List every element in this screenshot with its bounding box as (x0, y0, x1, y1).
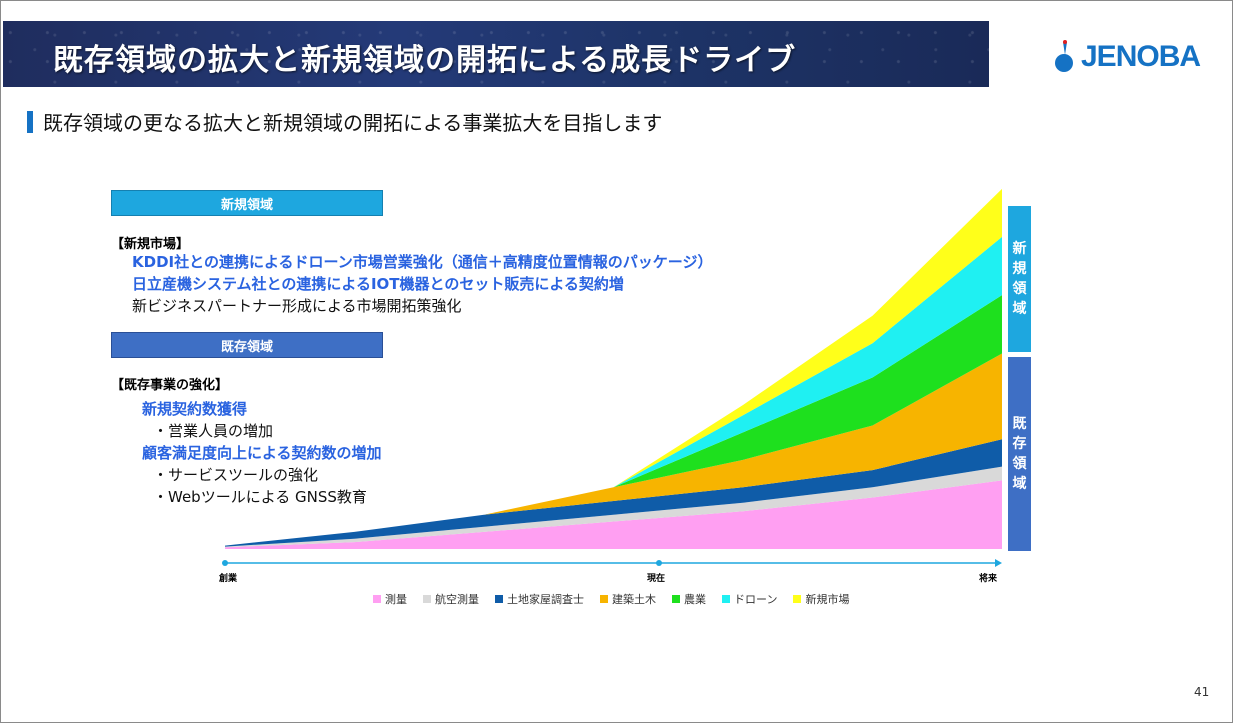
new-area-line: 日立産機システム社との連携によるIOT機器とのセット販売による契約増 (132, 275, 624, 293)
subtitle-text: 既存領域の更なる拡大と新規領域の開拓による事業拡大を目指します (43, 111, 663, 135)
legend-swatch (793, 595, 802, 603)
legend-item: 土地家屋調査士 (495, 591, 584, 607)
legend-swatch (373, 595, 381, 603)
axis-point-now (656, 560, 662, 566)
existing-area-line: 新規契約数獲得 (142, 400, 248, 418)
legend-item: 新規市場 (793, 591, 849, 607)
side-label-char: 規 (1012, 261, 1027, 277)
x-axis-arrow-icon (995, 559, 1002, 567)
logo-text: JENOBA (1081, 40, 1201, 73)
legend-label: 土地家屋調査士 (507, 593, 584, 606)
side-label-char: 域 (1012, 476, 1027, 492)
new-market-bracket: 【新規市場】 (111, 237, 190, 252)
legend-label: 建築土木 (612, 593, 656, 606)
legend-swatch (423, 595, 431, 603)
axis-point-start (222, 560, 228, 566)
side-label-existing: 既 存 領 域 (1008, 357, 1031, 551)
existing-area-line: 顧客満足度向上による契約数の増加 (142, 444, 382, 462)
subtitle: 既存領域の更なる拡大と新規領域の開拓による事業拡大を目指します (27, 107, 662, 136)
side-label-char: 新 (1012, 241, 1027, 257)
side-label-char: 領 (1012, 281, 1027, 297)
legend-swatch (495, 595, 503, 603)
existing-business-bracket: 【既存事業の強化】 (111, 378, 229, 393)
legend-label: 新規市場 (805, 593, 850, 606)
legend-swatch (722, 595, 730, 603)
axis-label-start: 創業 (218, 572, 238, 584)
legend-item: 農業 (672, 591, 706, 607)
existing-area-line: ・営業人員の増加 (153, 422, 274, 440)
page-title: 既存領域の拡大と新規領域の開拓による成長ドライブ (53, 43, 797, 78)
axis-label-future: 将来 (979, 572, 998, 584)
legend-label: 農業 (684, 593, 706, 606)
new-area-header: 新規領域 (111, 190, 383, 216)
side-label-char: 領 (1012, 456, 1027, 472)
area-series-0 (225, 480, 1002, 549)
side-label-new: 新 規 領 域 (1008, 206, 1031, 352)
new-area-line: 新ビジネスパートナー形成による市場開拓策強化 (132, 297, 462, 315)
legend-label: 測量 (385, 593, 407, 606)
existing-area-line: ・サービスツールの強化 (153, 466, 319, 484)
legend-item: ドローン (722, 591, 777, 607)
new-area-line: KDDI社との連携によるドローン市場営業強化（通信＋高精度位置情報のパッケージ） (132, 253, 713, 271)
legend-label: ドローン (734, 593, 778, 606)
legend-label: 航空測量 (435, 593, 479, 606)
legend-item: 航空測量 (423, 591, 479, 607)
legend-item: 測量 (373, 591, 407, 607)
axis-label-now: 現在 (647, 572, 665, 584)
side-label-char: 存 (1012, 436, 1027, 452)
side-label-char: 域 (1012, 301, 1027, 317)
area-series-3 (225, 353, 1002, 546)
existing-area-header: 既存領域 (111, 332, 383, 358)
side-label-char: 既 (1012, 416, 1027, 432)
logo-bird-icon (1049, 39, 1079, 75)
page-number: 41 (1194, 685, 1210, 699)
company-logo: JENOBA (1049, 37, 1201, 77)
area-series-4 (225, 295, 1002, 546)
title-banner: 既存領域の拡大と新規領域の開拓による成長ドライブ (3, 21, 989, 87)
chart-legend: 測量 航空測量 土地家屋調査士 建築土木 農業 ドローン 新規市場 (373, 591, 865, 607)
legend-item: 建築土木 (600, 591, 656, 607)
legend-swatch (600, 595, 608, 603)
existing-area-line: ・Webツールによる GNSS教育 (153, 488, 367, 506)
subtitle-marker (27, 110, 33, 133)
legend-swatch (672, 595, 680, 603)
